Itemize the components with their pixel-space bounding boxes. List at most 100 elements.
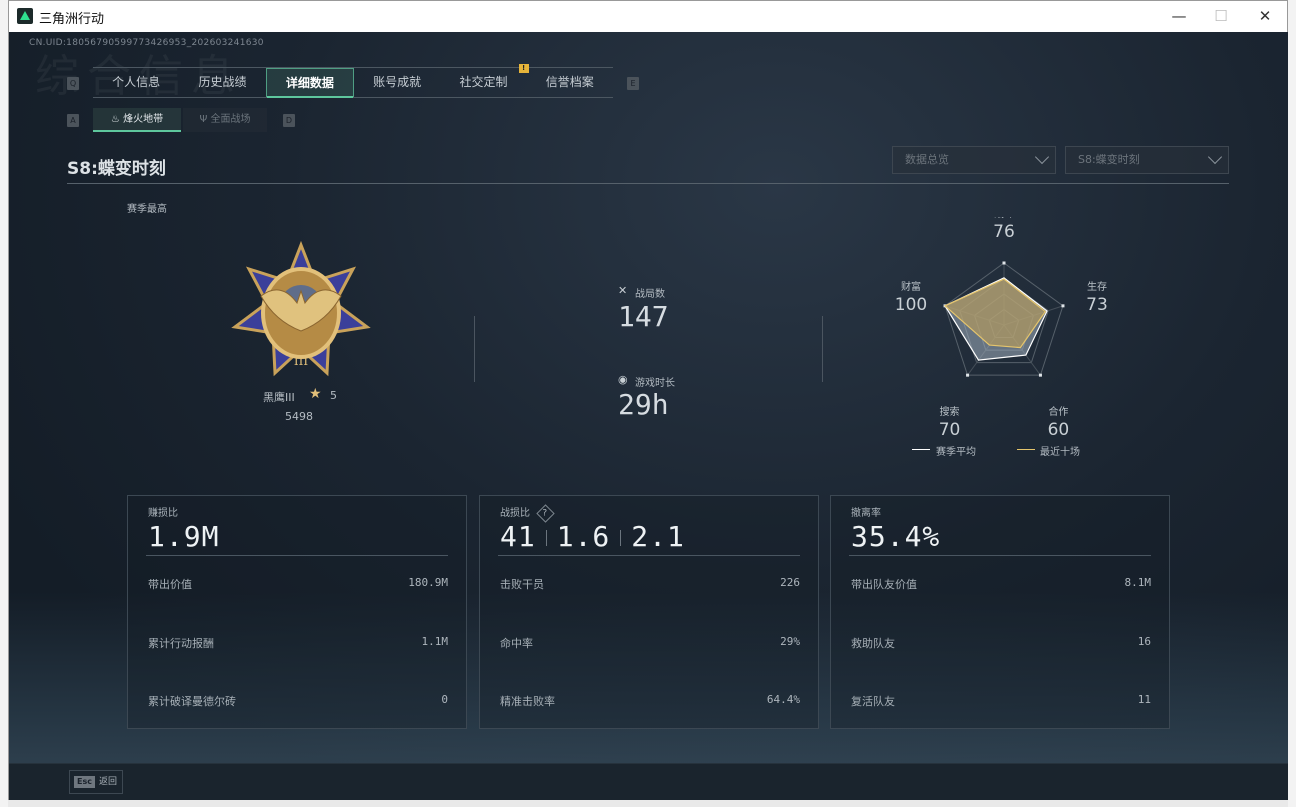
back-button[interactable]: Esc 返回: [69, 770, 123, 794]
stat-value: 64.4%: [766, 693, 800, 706]
play-time-value: 29h: [618, 388, 669, 421]
radar-vertex: [966, 373, 970, 377]
clock-icon: ◉: [618, 373, 628, 386]
tab-social[interactable]: 社交定制!: [440, 64, 529, 97]
section-divider: [67, 183, 1229, 184]
tab-detailed-data[interactable]: 详细数据: [265, 68, 354, 98]
radar-axis-label: 财富: [901, 280, 921, 293]
data-type-value: 数据总览: [905, 153, 949, 166]
radar-vertex: [1002, 261, 1006, 265]
tab-history[interactable]: 历史战绩: [198, 75, 247, 89]
tab-achievements[interactable]: 账号成就: [373, 75, 422, 89]
help-glyph: ?: [542, 508, 548, 519]
tab-next-key[interactable]: E: [627, 77, 639, 90]
radar-axis-value: 60: [1048, 420, 1070, 440]
stat-label: 带出价值: [148, 578, 192, 591]
season-dropdown[interactable]: S8:蝶变时刻: [1065, 146, 1229, 174]
crossed-swords-icon: ✕: [618, 284, 628, 297]
main-tabs: 个人信息 历史战绩 详细数据 账号成就 社交定制! 信誉档案: [93, 64, 613, 98]
tab-reputation[interactable]: 信誉档案: [545, 75, 594, 89]
stat-label: 命中率: [500, 637, 533, 650]
stat-row: 复活队友 11: [851, 693, 1151, 709]
card-title-text: 战损比: [500, 508, 530, 519]
warfare-icon: Ψ: [199, 114, 211, 125]
esc-key: Esc: [74, 776, 95, 788]
app-logo-icon: [17, 8, 33, 24]
rank-score: 5498: [285, 410, 313, 423]
stat-row: 累计行动报酬 1.1M: [148, 635, 448, 651]
tab-prev-key[interactable]: Q: [67, 77, 79, 90]
divider: [822, 316, 823, 382]
card-value: 35.4%: [851, 520, 941, 553]
stat-row: 命中率 29%: [500, 635, 800, 651]
card-value: 1.9M: [148, 520, 220, 553]
stat-label: 复活队友: [851, 695, 895, 708]
stat-label: 精准击败率: [500, 695, 555, 708]
radar-vertex: [1061, 304, 1065, 308]
separator: [545, 530, 547, 546]
radar-axis-value: 76: [993, 222, 1015, 242]
window-title: 三角洲行动: [39, 12, 105, 27]
data-type-dropdown[interactable]: 数据总览: [892, 146, 1056, 174]
stat-label: 救助队友: [851, 637, 895, 650]
radar-vertex: [1038, 373, 1042, 377]
tab-personal-info[interactable]: 个人信息: [112, 75, 161, 89]
tab-social-label: 社交定制: [459, 75, 508, 89]
title-bar: 三角洲行动 — ☐ ✕: [9, 1, 1287, 32]
radar-axis-label: 搜索: [940, 405, 960, 418]
desktop-background-left: [0, 0, 8, 807]
radar-axis-value: 73: [1086, 295, 1108, 315]
matches-value: 147: [618, 300, 669, 333]
stat-value: 180.9M: [408, 576, 448, 589]
subtab-hazard-zone[interactable]: ♨ 烽火地带: [93, 108, 181, 132]
game-window: 三角洲行动 — ☐ ✕ 综合信息 CN.UID:1805679059977342…: [8, 0, 1288, 800]
card-divider: [498, 555, 800, 556]
subtab-prev-key[interactable]: A: [67, 114, 79, 127]
kd-value: 2.1: [631, 520, 685, 553]
stat-value: 0: [441, 693, 448, 706]
stat-label: 累计破译曼德尔砖: [148, 695, 236, 708]
minimize-button[interactable]: —: [1171, 7, 1187, 25]
season-best-label: 赛季最高: [127, 204, 167, 215]
card-divider: [146, 555, 448, 556]
chevron-down-icon: [1034, 149, 1050, 165]
radar-series-recent: [943, 278, 1047, 349]
legend-recent-ten: 最近十场: [1040, 447, 1080, 458]
card-divider: [849, 555, 1151, 556]
stat-value: 226: [780, 576, 800, 589]
stat-row: 带出队友价值 8.1M: [851, 576, 1151, 592]
back-label: 返回: [98, 777, 117, 787]
stat-row: 救助队友 16: [851, 635, 1151, 651]
close-button[interactable]: ✕: [1258, 7, 1272, 25]
stat-row: 带出价值 180.9M: [148, 576, 448, 592]
card-title: 战损比 ?: [500, 504, 555, 523]
maximize-button[interactable]: ☐: [1214, 7, 1228, 25]
chevron-down-icon: [1207, 149, 1223, 165]
kd-value: 41: [500, 520, 536, 553]
season-title: S8:蝶变时刻: [67, 159, 166, 179]
stat-value: 8.1M: [1124, 576, 1152, 589]
stat-label: 累计行动报酬: [148, 637, 214, 650]
legend-season-avg: 赛季平均: [936, 447, 976, 458]
stat-value: 16: [1137, 635, 1151, 648]
stat-value: 29%: [780, 635, 800, 648]
radar-axis-label: 战斗: [994, 217, 1014, 220]
stat-row: 累计破译曼德尔砖 0: [148, 693, 448, 709]
rank-stars: 5: [330, 389, 337, 402]
legend-swatch-season-avg: [912, 449, 930, 450]
card-title: 撤离率: [851, 508, 881, 519]
subtab-hazard-zone-label: 烽火地带: [123, 114, 164, 125]
subtab-warfare[interactable]: Ψ 全面战场: [183, 108, 267, 132]
radar-axis-label: 生存: [1087, 280, 1107, 293]
rank-medal-icon: III: [231, 241, 371, 377]
stat-label: 带出队友价值: [851, 578, 917, 591]
stat-row: 精准击败率 64.4%: [500, 693, 800, 709]
rank-name: 黑鹰III: [263, 391, 295, 404]
divider: [474, 316, 475, 382]
stat-value: 11: [1137, 693, 1151, 706]
profit-card: 赚损比 1.9M 带出价值 180.9M 累计行动报酬 1.1M 累计破译曼德尔砖 0: [127, 495, 467, 729]
card-title: 赚损比: [148, 508, 178, 519]
matches-label: 战局数: [635, 289, 665, 300]
subtab-next-key[interactable]: D: [283, 114, 295, 127]
subtab-warfare-label: 全面战场: [210, 114, 251, 125]
